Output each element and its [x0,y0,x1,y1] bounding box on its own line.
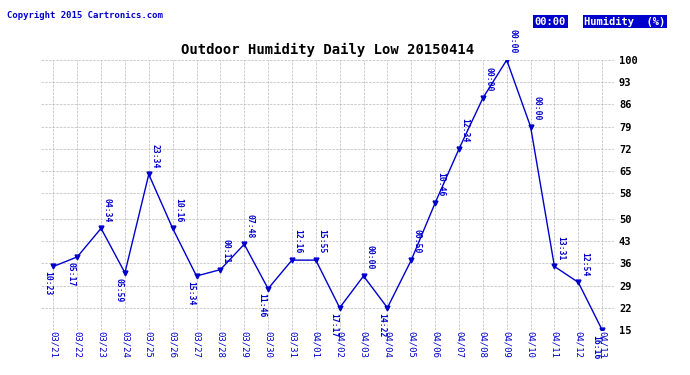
Title: Outdoor Humidity Daily Low 20150414: Outdoor Humidity Daily Low 20150414 [181,43,474,57]
Text: 05:17: 05:17 [67,262,76,286]
Text: 05:59: 05:59 [115,278,124,302]
Text: 00:00: 00:00 [532,96,541,120]
Text: 00:11: 00:11 [221,239,231,263]
Text: 13:31: 13:31 [556,236,565,260]
Text: 12:54: 12:54 [580,252,589,276]
Text: 07:48: 07:48 [246,213,255,238]
Text: 00:00: 00:00 [365,245,374,270]
Text: 11:46: 11:46 [257,294,266,318]
Text: 14:22: 14:22 [377,312,386,337]
Text: 12:16: 12:16 [293,230,302,254]
Text: Copyright 2015 Cartronics.com: Copyright 2015 Cartronics.com [7,11,163,20]
Text: 15:34: 15:34 [186,281,195,305]
Text: 15:55: 15:55 [317,230,326,254]
Text: 16:16: 16:16 [592,335,601,359]
Text: 00:00: 00:00 [535,17,566,27]
Text: 10:16: 10:16 [174,198,183,222]
Text: 10:46: 10:46 [437,172,446,196]
Text: 00:00: 00:00 [508,29,518,54]
Text: 00:50: 00:50 [413,230,422,254]
Text: 04:34: 04:34 [103,198,112,222]
Text: 17:17: 17:17 [329,312,338,337]
Text: 23:34: 23:34 [150,144,159,168]
Text: 10:23: 10:23 [43,271,52,296]
Text: 12:34: 12:34 [460,118,469,142]
Text: 00:00: 00:00 [484,68,493,92]
Text: Humidity  (%): Humidity (%) [584,17,666,27]
